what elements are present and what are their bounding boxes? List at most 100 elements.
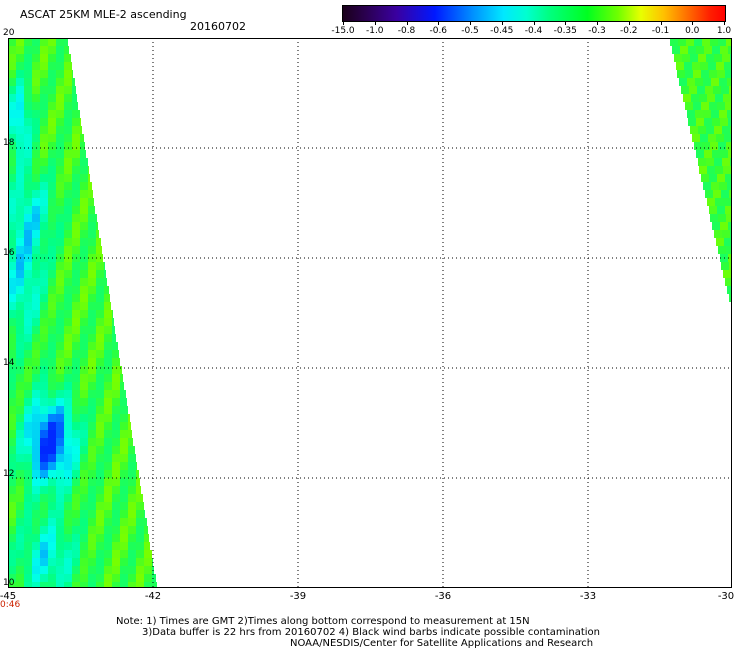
swath-cell — [705, 86, 713, 94]
swath-cell — [32, 222, 40, 230]
swath-cell — [120, 542, 128, 550]
swath-cell — [88, 374, 96, 382]
color-scale-tick-mark — [597, 21, 598, 25]
swath-cell — [80, 462, 88, 470]
swath-cell — [711, 182, 719, 190]
swath-cell — [16, 126, 24, 134]
swath-cell — [80, 262, 88, 270]
swath-cell — [40, 582, 48, 588]
swath-cell — [48, 390, 56, 398]
swath-cell — [64, 158, 72, 166]
swath-cell — [40, 518, 48, 526]
swath-cell — [112, 566, 120, 574]
swath-cell — [56, 398, 64, 406]
swath-cell — [56, 262, 64, 270]
swath-cell — [8, 78, 16, 86]
swath-cell — [56, 126, 64, 134]
swath-cell — [40, 214, 48, 222]
swath-cell — [40, 230, 48, 238]
swath-cell — [80, 526, 88, 534]
color-scale-tick-label: -0.1 — [651, 26, 670, 36]
swath-cell — [719, 78, 727, 86]
swath-cell — [32, 158, 40, 166]
swath-cell — [40, 270, 48, 278]
swath-cell — [32, 366, 40, 374]
swath-cell — [88, 166, 89, 174]
swath-cell — [16, 374, 24, 382]
swath-cell — [16, 62, 24, 70]
swath-cell — [80, 430, 88, 438]
swath-cell — [723, 94, 731, 102]
swath-cell — [24, 158, 32, 166]
swath-cell — [696, 118, 704, 126]
swath-cell — [64, 462, 72, 470]
swath-cell — [88, 294, 96, 302]
swath-cell — [32, 510, 40, 518]
swath-cell — [80, 534, 88, 542]
swath-cell — [16, 334, 24, 342]
swath-cell — [16, 430, 24, 438]
swath-cell — [724, 134, 732, 142]
swath-cell — [56, 430, 64, 438]
swath-cell — [698, 158, 706, 166]
swath-cell — [16, 366, 24, 374]
swath-cell — [48, 438, 56, 446]
swath-cell — [16, 486, 24, 494]
swath-cell — [112, 446, 120, 454]
swath-cell — [56, 110, 64, 118]
swath-cell — [48, 78, 56, 86]
swath-cell — [120, 478, 128, 486]
swath-cell — [8, 246, 16, 254]
swath-cell — [96, 526, 104, 534]
swath-cell — [702, 38, 710, 46]
swath-cell — [40, 238, 48, 246]
swath-cell — [96, 462, 104, 470]
swath-cell — [32, 574, 40, 582]
swath-cell — [88, 470, 96, 478]
swath-cell — [699, 166, 707, 174]
swath-cell — [72, 510, 80, 518]
swath-cell — [24, 46, 32, 54]
swath-cell — [8, 446, 16, 454]
swath-cell — [64, 406, 72, 414]
swath-cell — [64, 390, 72, 398]
swath-cell — [48, 246, 56, 254]
swath-cell — [80, 326, 88, 334]
swath-cell — [112, 374, 120, 382]
swath-cell — [32, 358, 40, 366]
swath-cell — [725, 102, 732, 110]
swath-cell — [709, 102, 717, 110]
swath-cell — [88, 438, 96, 446]
swath-cell — [16, 358, 24, 366]
swath-cell — [24, 214, 32, 222]
swath-cell — [32, 422, 40, 430]
swath-cell — [677, 70, 685, 78]
swath-cell — [704, 118, 712, 126]
swath-cell — [136, 566, 144, 574]
swath-cell — [104, 422, 112, 430]
swath-cell — [96, 318, 104, 326]
swath-cell — [720, 46, 728, 54]
swath-cell — [714, 126, 722, 134]
swath-cell — [112, 502, 120, 510]
swath-cell — [120, 446, 128, 454]
swath-cell — [48, 414, 56, 422]
swath-cell — [136, 462, 137, 470]
swath-cell — [104, 446, 112, 454]
swath-cell — [128, 558, 136, 566]
swath-cell — [48, 150, 56, 158]
swath-cell — [48, 62, 56, 70]
swath-cell — [56, 366, 64, 374]
swath-cell — [722, 230, 730, 238]
swath-cell — [120, 422, 128, 430]
swath-cell — [48, 70, 56, 78]
color-scale-tick-mark — [438, 21, 440, 25]
swath-cell — [112, 414, 120, 422]
swath-cell — [40, 294, 48, 302]
swath-cell — [64, 550, 72, 558]
swath-cell — [48, 262, 56, 270]
swath-cell — [144, 518, 147, 526]
swath-cell — [56, 174, 64, 182]
swath-cell — [16, 238, 24, 246]
swath-cell — [80, 118, 81, 126]
